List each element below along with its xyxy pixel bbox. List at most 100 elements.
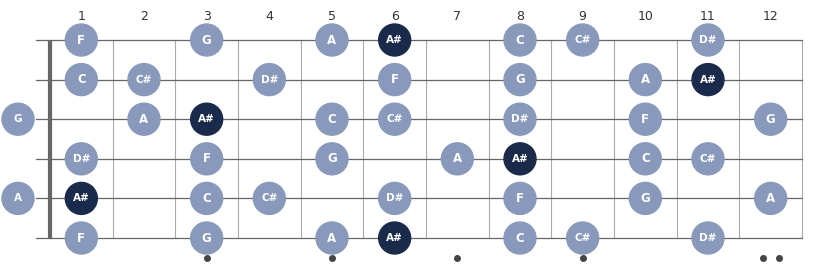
- Circle shape: [504, 143, 536, 175]
- Circle shape: [190, 182, 222, 214]
- Text: F: F: [641, 113, 649, 126]
- Circle shape: [504, 182, 536, 214]
- Circle shape: [190, 222, 222, 254]
- Circle shape: [190, 103, 222, 135]
- Text: F: F: [77, 34, 86, 46]
- Text: C: C: [641, 152, 649, 165]
- Circle shape: [65, 64, 97, 95]
- Text: G: G: [327, 152, 337, 165]
- Text: D#: D#: [386, 193, 404, 203]
- Text: A#: A#: [386, 233, 403, 243]
- Circle shape: [65, 143, 97, 175]
- Text: 6: 6: [391, 10, 399, 23]
- Circle shape: [190, 24, 222, 56]
- Text: A#: A#: [199, 114, 215, 124]
- Text: F: F: [77, 232, 86, 244]
- Circle shape: [316, 222, 348, 254]
- Circle shape: [504, 64, 536, 95]
- Circle shape: [567, 24, 599, 56]
- Text: C#: C#: [574, 35, 591, 45]
- Text: A: A: [641, 73, 650, 86]
- Text: A#: A#: [700, 74, 716, 85]
- Text: F: F: [391, 73, 399, 86]
- Circle shape: [316, 103, 348, 135]
- Text: 9: 9: [578, 10, 587, 23]
- Text: A: A: [139, 113, 148, 126]
- Text: D#: D#: [700, 35, 717, 45]
- Text: C: C: [328, 113, 336, 126]
- Text: C#: C#: [136, 74, 152, 85]
- Text: A: A: [766, 192, 775, 205]
- Text: C#: C#: [386, 114, 403, 124]
- Circle shape: [190, 143, 222, 175]
- Text: 5: 5: [328, 10, 336, 23]
- Text: C#: C#: [574, 233, 591, 243]
- Circle shape: [504, 103, 536, 135]
- Text: D#: D#: [73, 154, 90, 164]
- Circle shape: [379, 103, 410, 135]
- Circle shape: [630, 103, 662, 135]
- Text: G: G: [765, 113, 775, 126]
- Circle shape: [692, 24, 724, 56]
- Text: F: F: [203, 152, 211, 165]
- Text: G: G: [515, 73, 525, 86]
- Text: D#: D#: [700, 233, 717, 243]
- Text: C: C: [77, 73, 86, 86]
- Circle shape: [65, 24, 97, 56]
- Text: 10: 10: [638, 10, 653, 23]
- Circle shape: [253, 64, 285, 95]
- Text: G: G: [202, 232, 212, 244]
- Text: A#: A#: [512, 154, 528, 164]
- Text: G: G: [640, 192, 650, 205]
- Circle shape: [567, 222, 599, 254]
- Text: C: C: [516, 34, 524, 46]
- Text: 12: 12: [763, 10, 779, 23]
- Circle shape: [630, 182, 662, 214]
- Text: F: F: [516, 192, 524, 205]
- Circle shape: [65, 222, 97, 254]
- Text: A: A: [327, 34, 336, 46]
- Text: A: A: [327, 232, 336, 244]
- Text: A: A: [452, 152, 462, 165]
- Circle shape: [630, 143, 662, 175]
- Circle shape: [630, 64, 662, 95]
- Circle shape: [2, 103, 34, 135]
- Text: 2: 2: [140, 10, 148, 23]
- Circle shape: [316, 143, 348, 175]
- Text: 3: 3: [203, 10, 211, 23]
- Text: C: C: [202, 192, 211, 205]
- Circle shape: [253, 182, 285, 214]
- Text: G: G: [14, 114, 22, 124]
- Circle shape: [755, 103, 787, 135]
- Text: 4: 4: [265, 10, 274, 23]
- Text: 8: 8: [516, 10, 524, 23]
- Circle shape: [65, 182, 97, 214]
- Text: 7: 7: [453, 10, 461, 23]
- Text: A: A: [14, 193, 22, 203]
- Circle shape: [692, 143, 724, 175]
- Circle shape: [504, 24, 536, 56]
- Circle shape: [2, 182, 34, 214]
- Circle shape: [379, 64, 410, 95]
- Circle shape: [316, 24, 348, 56]
- Text: D#: D#: [260, 74, 278, 85]
- Circle shape: [128, 64, 160, 95]
- Text: A#: A#: [73, 193, 90, 203]
- Circle shape: [692, 64, 724, 95]
- Circle shape: [379, 222, 410, 254]
- Circle shape: [379, 182, 410, 214]
- Text: C#: C#: [700, 154, 716, 164]
- Text: 1: 1: [77, 10, 85, 23]
- Text: C#: C#: [261, 193, 278, 203]
- Circle shape: [755, 182, 787, 214]
- Text: 11: 11: [700, 10, 716, 23]
- Text: G: G: [202, 34, 212, 46]
- Text: D#: D#: [512, 114, 529, 124]
- Circle shape: [128, 103, 160, 135]
- Circle shape: [692, 222, 724, 254]
- Text: C: C: [516, 232, 524, 244]
- Circle shape: [442, 143, 473, 175]
- Circle shape: [379, 24, 410, 56]
- Text: A#: A#: [386, 35, 403, 45]
- Circle shape: [504, 222, 536, 254]
